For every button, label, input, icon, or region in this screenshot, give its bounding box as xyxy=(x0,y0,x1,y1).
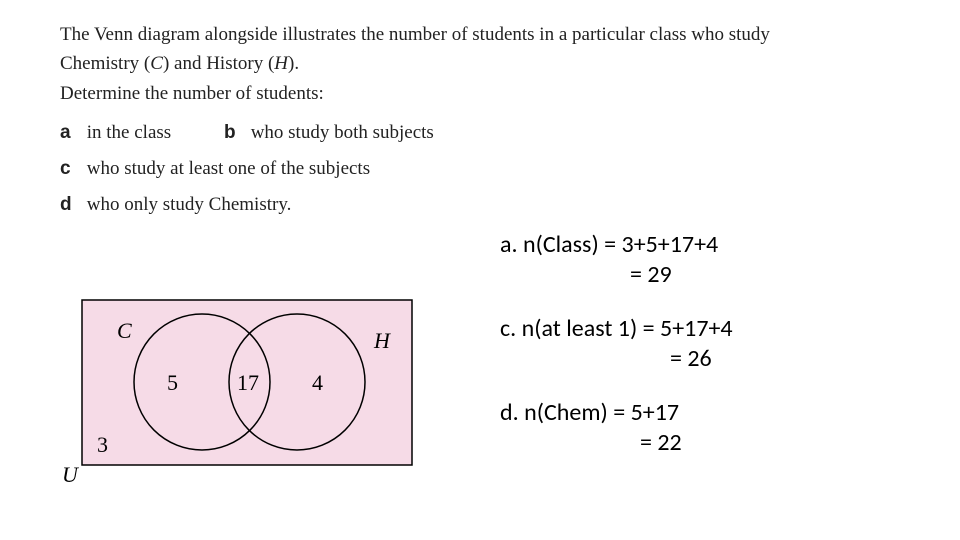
answer-c-line2: = 26 xyxy=(500,344,733,374)
question-line2: Determine the number of students: xyxy=(60,83,324,104)
venn-num-both: 17 xyxy=(237,370,259,395)
text-d: who only study Chemistry. xyxy=(87,194,292,215)
venn-num-outside: 3 xyxy=(97,432,108,457)
row-c: c who study at least one of the subjects xyxy=(60,158,370,180)
intro-C: C xyxy=(150,53,163,74)
label-c: c xyxy=(60,158,82,180)
intro-part2: ) and History ( xyxy=(163,53,274,74)
answer-d-line1: d. n(Chem) = 5+17 xyxy=(500,398,733,428)
venn-label-H: H xyxy=(373,328,391,353)
text-a: in the class xyxy=(87,122,171,143)
venn-label-C: C xyxy=(117,318,132,343)
answers-block: a. n(Class) = 3+5+17+4 = 29 c. n(at leas… xyxy=(500,230,733,482)
venn-num-onlyC: 5 xyxy=(167,370,178,395)
answer-a-line2: = 29 xyxy=(500,260,733,290)
answer-c: c. n(at least 1) = 5+17+4 = 26 xyxy=(500,314,733,374)
answer-c-line1: c. n(at least 1) = 5+17+4 xyxy=(500,314,733,344)
answer-d: d. n(Chem) = 5+17 = 22 xyxy=(500,398,733,458)
answer-a: a. n(Class) = 3+5+17+4 = 29 xyxy=(500,230,733,290)
answer-a-line1: a. n(Class) = 3+5+17+4 xyxy=(500,230,733,260)
venn-label-U: U xyxy=(62,462,80,487)
answer-d-line2: = 22 xyxy=(500,428,733,458)
row-d: d who only study Chemistry. xyxy=(60,194,291,216)
label-a: a xyxy=(60,122,82,144)
venn-diagram: C H U 5 17 4 3 xyxy=(62,290,432,495)
label-d: d xyxy=(60,194,82,216)
text-b: who study both subjects xyxy=(251,122,434,143)
text-c: who study at least one of the subjects xyxy=(87,158,370,179)
venn-svg: C H U 5 17 4 3 xyxy=(62,290,432,490)
question-intro: The Venn diagram alongside illustrates t… xyxy=(60,20,780,108)
row-ab: a in the class b who study both subjects xyxy=(60,122,434,144)
intro-part3: ). xyxy=(288,53,299,74)
venn-num-onlyH: 4 xyxy=(312,370,323,395)
label-b: b xyxy=(224,122,246,144)
intro-H: H xyxy=(274,53,288,74)
